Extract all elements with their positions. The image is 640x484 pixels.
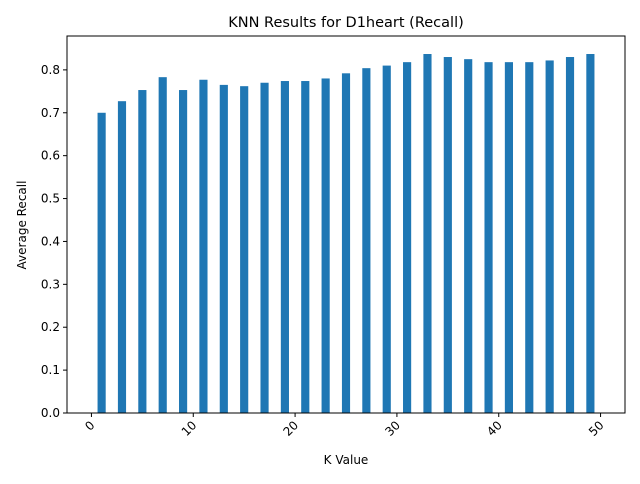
bar-k-11: [199, 79, 208, 413]
plot-frame: [66, 35, 626, 414]
y-tick-label-0.7: 0.7: [41, 106, 60, 120]
y-tick-label-0.6: 0.6: [41, 149, 60, 163]
bar-k-29: [382, 65, 391, 413]
bar-k-3: [117, 101, 127, 413]
bar-k-35: [443, 57, 452, 414]
bar-k-27: [362, 68, 371, 414]
bar-k-33: [423, 54, 432, 413]
bar-k-31: [403, 62, 412, 413]
y-tick-label-0.3: 0.3: [41, 277, 60, 291]
bar-k-21: [301, 81, 310, 413]
bars-group: [97, 54, 595, 414]
bar-k-39: [484, 62, 493, 413]
bar-k-43: [525, 62, 534, 413]
bar-k-5: [138, 90, 147, 413]
y-tick-label-0: 0.0: [41, 406, 60, 420]
bar-k-47: [565, 57, 575, 414]
bar-k-37: [464, 59, 473, 413]
x-axis-label: K Value: [324, 453, 369, 467]
bar-k-45: [545, 60, 554, 413]
bar-k-9: [179, 90, 188, 413]
bar-k-1: [97, 112, 106, 414]
bar-k-7: [158, 77, 167, 414]
y-tick-label-0.8: 0.8: [41, 63, 60, 77]
y-tick-label-0.4: 0.4: [41, 234, 60, 248]
bar-k-17: [260, 82, 269, 413]
bar-k-13: [219, 84, 228, 413]
bar-k-15: [240, 86, 249, 414]
y-axis-label: Average Recall: [15, 181, 29, 270]
bar-k-49: [586, 54, 595, 413]
bar-k-41: [504, 62, 513, 413]
bar-k-19: [280, 81, 289, 413]
y-tick-label-0.5: 0.5: [41, 192, 60, 206]
chart-title: KNN Results for D1heart (Recall): [228, 15, 464, 31]
y-tick-label-0.2: 0.2: [41, 320, 60, 334]
y-tick-label-0.1: 0.1: [41, 363, 60, 377]
bar-k-25: [341, 73, 351, 413]
bar-k-23: [321, 78, 330, 414]
